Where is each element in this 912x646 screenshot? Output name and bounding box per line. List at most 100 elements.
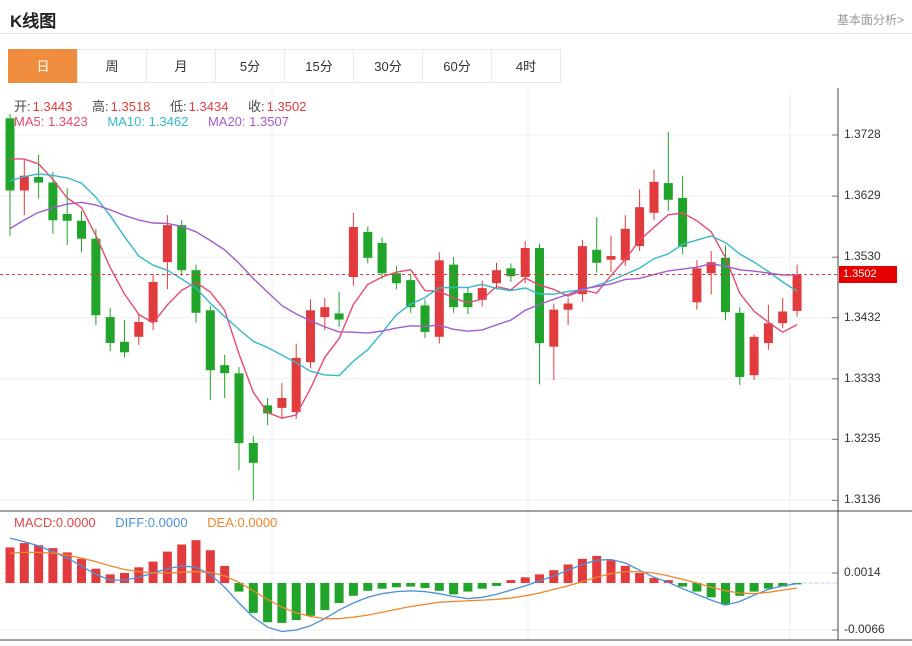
tab-week[interactable]: 周 xyxy=(77,49,147,83)
macd-bar xyxy=(306,583,315,616)
page-title: K线图 xyxy=(10,12,57,31)
candle-body xyxy=(749,336,759,376)
candle-body xyxy=(191,270,201,313)
macd-bar xyxy=(678,583,688,587)
ma20-readout: MA20: 1.3507 xyxy=(207,114,289,129)
tab-4hour[interactable]: 4时 xyxy=(491,49,561,83)
macd-axis-label: 0.0014 xyxy=(844,565,881,579)
close-readout: 收: 1.3502 xyxy=(248,99,307,114)
diff-value-readout: DIFF:0.0000 xyxy=(115,515,188,530)
candle-body xyxy=(248,443,258,463)
macd-bar xyxy=(649,578,659,583)
tab-60min[interactable]: 60分 xyxy=(422,49,492,83)
tab-30min[interactable]: 30分 xyxy=(353,49,423,83)
macd-bar xyxy=(635,573,645,583)
macd-bar xyxy=(177,544,187,583)
candle-body xyxy=(91,238,101,316)
price-axis-label: 1.3136 xyxy=(844,492,881,506)
macd-bar xyxy=(148,561,158,583)
macd-bar xyxy=(277,583,287,623)
low-readout: 低: 1.3434 xyxy=(170,99,229,114)
candle-body xyxy=(620,228,630,261)
candle-body xyxy=(134,322,144,337)
macd-bar xyxy=(706,583,716,598)
ma10-line xyxy=(9,173,798,377)
candle-body xyxy=(234,373,244,444)
macd-bar xyxy=(692,583,702,592)
macd-bar xyxy=(248,583,258,613)
ma20-line xyxy=(9,201,798,334)
candle-body xyxy=(5,118,15,191)
candle-body xyxy=(692,268,702,303)
macd-bar xyxy=(220,565,230,583)
price-axis-label: 1.3333 xyxy=(844,371,881,385)
candle-body xyxy=(663,183,673,200)
macd-bar xyxy=(162,551,172,583)
candle-body xyxy=(162,225,172,263)
macd-value-readout: MACD:0.0000 xyxy=(14,515,96,530)
macd-bar xyxy=(549,570,559,583)
candle-body xyxy=(406,280,416,308)
macd-bar xyxy=(320,583,330,611)
candle-body xyxy=(549,309,559,347)
candle-body xyxy=(62,214,72,221)
macd-bar xyxy=(19,543,29,583)
candle-body xyxy=(778,311,788,324)
candle-body xyxy=(420,305,430,332)
macd-axis-label: -0.0066 xyxy=(844,622,885,636)
macd-bar xyxy=(763,583,773,589)
candle-body xyxy=(792,274,802,311)
candle-body xyxy=(306,310,315,363)
candle-body xyxy=(721,257,730,313)
candle-body xyxy=(19,175,29,191)
macd-bar xyxy=(291,583,301,621)
macd-bar xyxy=(205,550,215,583)
candle-body xyxy=(363,231,373,258)
macd-bar xyxy=(363,583,373,591)
ma5-line xyxy=(9,158,798,419)
macd-bar xyxy=(577,558,587,583)
current-price-badge: 1.3502 xyxy=(839,266,897,283)
candle-body xyxy=(277,398,287,408)
diff-line xyxy=(9,537,798,633)
ohlc-readout: 开: 1.3443 高: 1.3518 低: 1.3434 收: 1.3502 xyxy=(14,96,322,115)
fundamental-analysis-link[interactable]: 基本面分析> xyxy=(836,13,904,27)
tab-5min[interactable]: 5分 xyxy=(215,49,285,83)
tab-15min[interactable]: 15分 xyxy=(284,49,354,83)
price-axis-label: 1.3728 xyxy=(844,127,881,141)
macd-bar xyxy=(620,565,630,583)
candle-body xyxy=(348,227,358,277)
macd-bar xyxy=(391,583,401,588)
price-axis-label: 1.3629 xyxy=(844,188,881,202)
macd-bar xyxy=(334,583,344,603)
macd-bar xyxy=(48,548,58,583)
candle-body xyxy=(48,182,58,221)
price-axis-label: 1.3530 xyxy=(844,249,881,263)
candle-body xyxy=(105,317,115,343)
candle-body xyxy=(377,243,387,274)
tab-day[interactable]: 日 xyxy=(8,49,78,83)
macd-bar xyxy=(377,583,387,589)
macd-bar xyxy=(406,583,416,587)
macd-bar xyxy=(234,583,244,592)
macd-bar xyxy=(592,555,602,583)
candle-body xyxy=(320,307,330,318)
macd-bar xyxy=(477,583,487,589)
header-divider xyxy=(0,33,912,34)
macd-bar xyxy=(778,583,788,587)
macd-bar xyxy=(62,552,72,583)
macd-bar xyxy=(348,583,358,596)
tab-month[interactable]: 月 xyxy=(146,49,216,83)
ma5-readout: MA5: 1.3423 xyxy=(14,114,88,129)
macd-bar xyxy=(434,583,444,591)
candle-body xyxy=(205,310,215,371)
macd-bar xyxy=(105,574,115,583)
macd-bar xyxy=(520,577,530,583)
macd-bar xyxy=(492,583,501,586)
macd-bar xyxy=(535,574,544,583)
candle-body xyxy=(763,323,773,344)
candle-body xyxy=(592,249,602,263)
candle-body xyxy=(506,268,516,277)
